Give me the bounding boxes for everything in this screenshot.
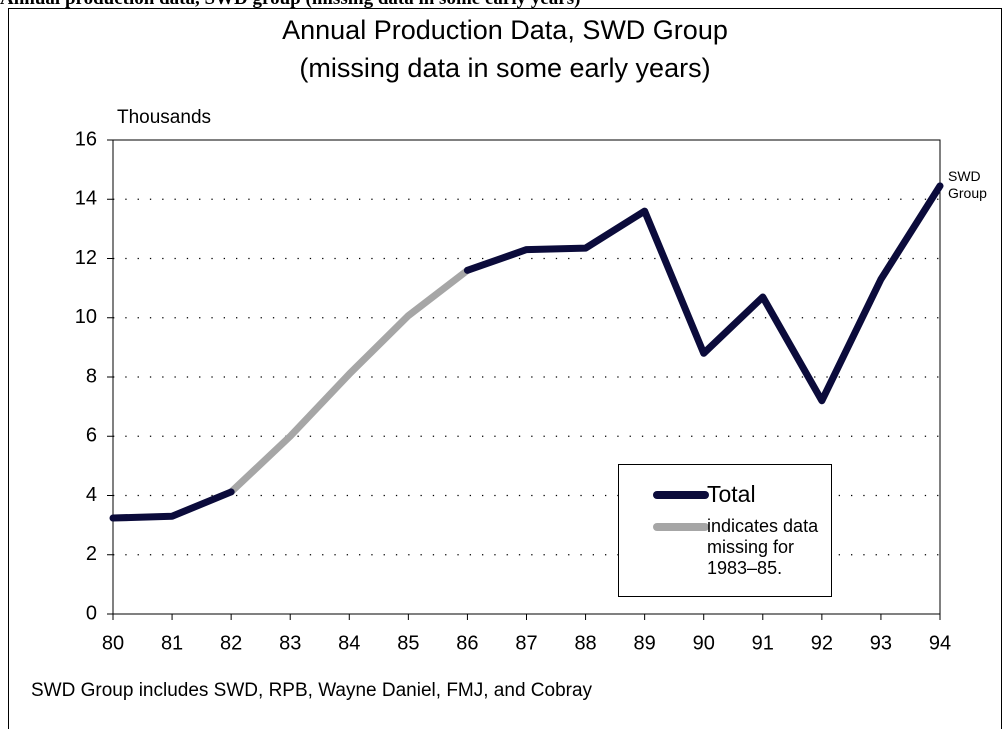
y-tick-label: 12 xyxy=(75,247,97,269)
x-tick-label: 88 xyxy=(574,632,596,654)
x-tick-label: 84 xyxy=(338,632,360,654)
x-tick-label: 83 xyxy=(279,632,301,654)
y-tick-label: 14 xyxy=(75,188,97,210)
x-tick-label: 82 xyxy=(220,632,242,654)
annotation: SWD Group xyxy=(948,168,987,201)
caption: Annual production data, SWD group (missi… xyxy=(0,0,1004,10)
x-tick-label: 87 xyxy=(515,632,537,654)
legend: Total indicates data missing for 1983–85. xyxy=(618,464,832,597)
x-tick-label: 81 xyxy=(161,632,183,654)
x-tick-label: 93 xyxy=(870,632,892,654)
legend-label: Total xyxy=(707,481,756,507)
x-tick-label: 89 xyxy=(634,632,656,654)
x-tick-label: 91 xyxy=(752,632,774,654)
x-tick-label: 92 xyxy=(811,632,833,654)
x-tick-label: 80 xyxy=(102,632,124,654)
frame xyxy=(8,8,1002,729)
legend-swatch xyxy=(653,491,709,499)
y-tick-label: 2 xyxy=(86,543,97,565)
y-tick-label: 10 xyxy=(75,306,97,328)
chart-title: Annual Production Data, SWD Group xyxy=(282,15,728,45)
y-tick-label: 16 xyxy=(75,128,97,150)
x-tick-label: 86 xyxy=(456,632,478,654)
y-axis-label: Thousands xyxy=(117,107,211,128)
x-tick-label: 85 xyxy=(397,632,419,654)
line-series xyxy=(109,182,944,522)
x-tick-label: 90 xyxy=(693,632,715,654)
chart-subtitle: (missing data in some early years) xyxy=(299,53,710,83)
y-tick-label: 0 xyxy=(86,602,97,624)
line-series xyxy=(227,266,471,496)
x-tick-label: 94 xyxy=(929,632,951,654)
y-tick-label: 6 xyxy=(86,425,97,447)
legend-swatch xyxy=(653,523,709,531)
y-tick-label: 4 xyxy=(86,484,97,506)
footnote: SWD Group includes SWD, RPB, Wayne Danie… xyxy=(31,680,593,701)
y-tick-label: 8 xyxy=(86,365,97,387)
legend-label: indicates data missing for 1983–85. xyxy=(707,516,819,578)
